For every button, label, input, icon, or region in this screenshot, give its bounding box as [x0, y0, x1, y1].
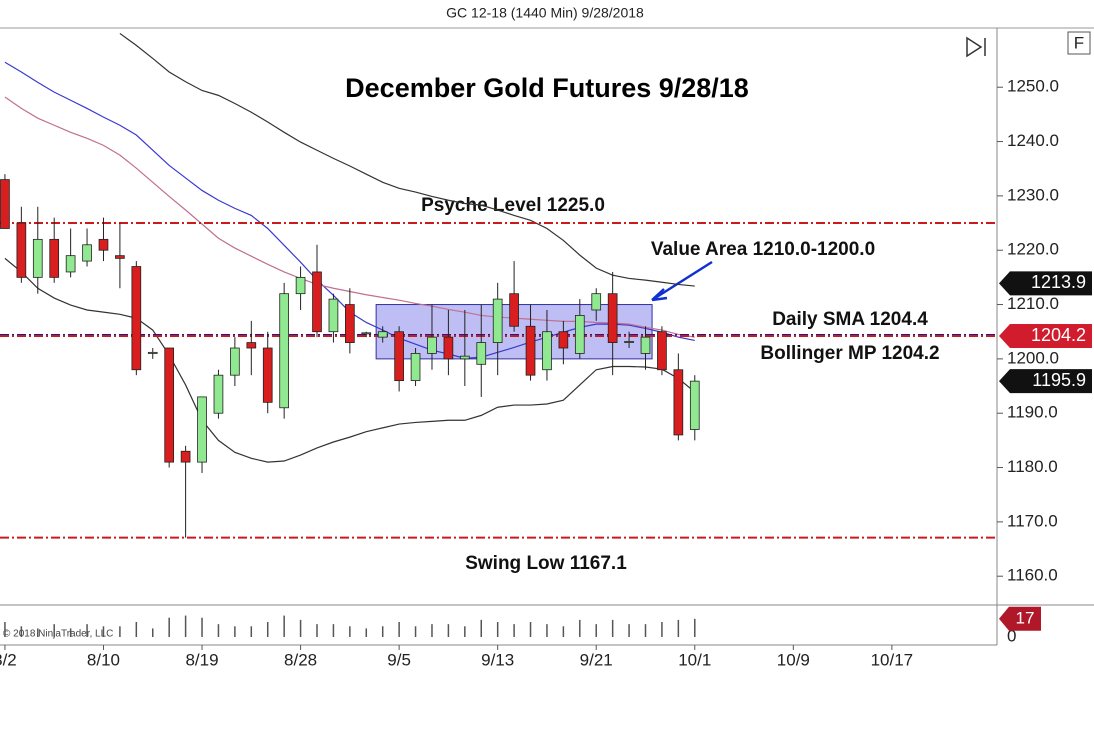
candle-body — [607, 293, 618, 343]
candle-body — [345, 304, 355, 343]
candle-body — [624, 341, 634, 343]
candle-body — [377, 331, 388, 338]
chart-title: December Gold Futures 9/28/18 — [345, 73, 749, 103]
candle-body — [32, 238, 43, 278]
candle-body — [0, 179, 10, 229]
candle-body — [65, 255, 76, 273]
candle-body — [312, 271, 322, 333]
annotation: Psyche Level 1225.0 — [421, 195, 605, 216]
candle-body — [279, 293, 289, 409]
y-tick-label: 1250.0 — [1007, 77, 1059, 96]
x-tick-label: 8/28 — [284, 650, 317, 669]
candle-body — [574, 315, 585, 354]
candle-body — [410, 353, 421, 382]
y-tick-label: 1180.0 — [1007, 457, 1058, 476]
candle-body — [295, 276, 306, 295]
indicator-line — [119, 32, 695, 287]
candle-body — [525, 325, 536, 376]
candle-body — [115, 255, 125, 259]
candle-body — [459, 355, 470, 360]
x-tick-label: 9/13 — [481, 650, 514, 669]
candle-body — [673, 369, 684, 436]
candle-body — [657, 331, 667, 371]
candle-body — [246, 342, 257, 349]
y-tick-label: 1240.0 — [1007, 131, 1059, 150]
f-button[interactable] — [1067, 31, 1091, 55]
candle-body — [131, 266, 142, 371]
candle-body — [394, 331, 404, 382]
candle-body — [147, 351, 158, 354]
candle-body — [492, 298, 503, 343]
candle-body — [591, 293, 602, 311]
candle-body — [640, 336, 651, 354]
annotation: Value Area 1210.0-1200.0 — [651, 239, 875, 260]
candle-body — [49, 238, 60, 278]
candle-body — [262, 347, 273, 403]
annotation: Bollinger MP 1204.2 — [760, 343, 939, 364]
x-tick-label: 10/1 — [678, 650, 711, 669]
y-tick-label: 1200.0 — [1007, 348, 1059, 367]
candle-body — [558, 331, 569, 349]
annotation: Swing Low 1167.1 — [465, 553, 627, 574]
arrow — [651, 260, 713, 302]
x-tick-label: 10/17 — [871, 650, 914, 669]
candle-body — [213, 374, 224, 414]
candle-body — [427, 336, 437, 354]
candle-body — [98, 238, 109, 251]
y-tick-label: 1190.0 — [1007, 403, 1058, 422]
candle-body — [180, 450, 191, 463]
candle-body — [689, 380, 700, 430]
volume-tick-label: 0 — [1007, 626, 1016, 645]
indicator-line — [4, 257, 696, 463]
price-marker — [999, 271, 1092, 296]
play-icon[interactable] — [966, 36, 986, 58]
candle-body — [230, 347, 240, 376]
candle-body — [328, 298, 339, 333]
volume-marker — [999, 606, 1041, 631]
x-tick-label: 8/10 — [87, 650, 120, 669]
x-tick-label: 8/2 — [0, 650, 17, 669]
candle-body — [509, 293, 519, 327]
x-tick-label: 9/21 — [580, 650, 613, 669]
y-tick-label: 1230.0 — [1007, 185, 1059, 204]
candle-body — [476, 342, 487, 365]
copyright: © 2018 NinjaTrader, LLC — [3, 629, 113, 640]
candle-body — [361, 332, 372, 335]
x-tick-label: 8/19 — [185, 650, 218, 669]
candle-body — [82, 244, 92, 262]
price-marker-label: 1195.9 — [1032, 370, 1086, 390]
y-tick-label: 1210.0 — [1007, 294, 1059, 313]
f-button-label[interactable]: F — [1074, 33, 1084, 52]
candle-body — [164, 347, 175, 463]
annotation: Daily SMA 1204.4 — [772, 309, 928, 330]
y-tick-label: 1220.0 — [1007, 240, 1059, 259]
price-marker — [999, 324, 1092, 349]
volume-marker-label: 17 — [1016, 608, 1035, 627]
price-marker — [999, 369, 1092, 394]
price-marker-label: 1204.2 — [1031, 325, 1086, 345]
x-tick-label: 9/5 — [387, 650, 411, 669]
candle-body — [443, 336, 454, 360]
candle-body — [542, 331, 552, 371]
header-title: GC 12-18 (1440 Min) 9/28/2018 — [446, 5, 644, 21]
x-tick-label: 10/9 — [777, 650, 810, 669]
y-tick-label: 1170.0 — [1007, 511, 1058, 530]
y-tick-label: 1160.0 — [1007, 566, 1058, 585]
candle-body — [197, 396, 207, 463]
price-marker-label: 1213.9 — [1031, 272, 1086, 292]
candle-body — [16, 222, 27, 278]
